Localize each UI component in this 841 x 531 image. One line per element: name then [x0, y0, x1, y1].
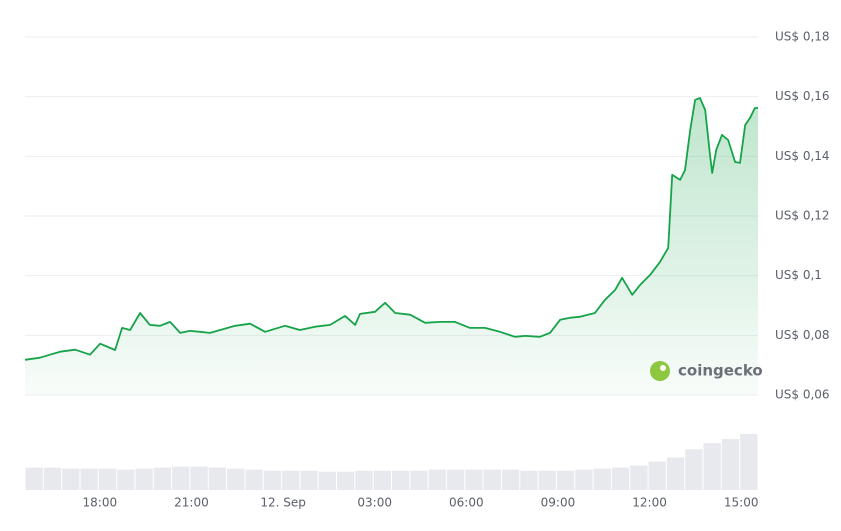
volume-bar: [556, 470, 575, 490]
volume-bar: [117, 469, 135, 490]
x-tick-label: 12. Sep: [260, 496, 306, 510]
price-line: [24, 97, 758, 361]
volume-bar: [410, 470, 428, 490]
volume-bar: [373, 470, 391, 490]
volume: [25, 434, 758, 490]
volume-bar: [263, 470, 282, 490]
volume-bar: [611, 467, 630, 490]
x-tick-label: 18:00: [83, 496, 118, 510]
volume-bar: [465, 469, 483, 490]
volume-bar: [666, 457, 685, 490]
logo-eye: [660, 365, 666, 371]
volume-bar: [446, 469, 465, 490]
volume-bar: [355, 470, 373, 490]
volume-bar: [98, 468, 117, 490]
volume-bar: [190, 466, 208, 490]
volume-bar: [575, 469, 593, 490]
y-tick-label: US$ 0,18: [775, 30, 830, 44]
volume-bar: [227, 468, 245, 490]
volume-bar: [25, 467, 43, 490]
volume-bar: [80, 468, 98, 490]
volume-bar: [392, 470, 410, 490]
volume-bar: [685, 449, 703, 490]
x-tick-label: 12:00: [632, 496, 667, 510]
logo: coingecko: [650, 361, 763, 381]
y-tick-label: US$ 0,08: [775, 328, 830, 342]
y-tick-label: US$ 0,12: [775, 209, 830, 223]
volume-bar: [172, 466, 190, 490]
volume-bar: [703, 443, 721, 490]
volume-bar: [318, 471, 337, 490]
y-tick-label: US$ 0,16: [775, 89, 830, 103]
volume-bar: [43, 467, 62, 490]
volume-bar: [520, 470, 538, 490]
watermark: coingecko: [678, 362, 763, 380]
volume-bar: [538, 470, 556, 490]
y-tick-label: US$ 0,14: [775, 149, 830, 163]
x-tick-label: 06:00: [449, 496, 484, 510]
volume-bar: [483, 469, 501, 490]
y-tick-label: US$ 0,06: [775, 388, 830, 402]
volume-bar: [648, 461, 666, 490]
plot: [24, 97, 758, 396]
volume-bar: [593, 468, 611, 490]
x-tick-label: 03:00: [357, 496, 392, 510]
volume-bar: [630, 465, 648, 490]
area: [25, 97, 758, 396]
axes: US$ 0,06 US$ 0,08 US$ 0,1 US$ 0,12 US$ 0,14 U…: [83, 30, 830, 510]
y-tick-label: US$ 0,1: [775, 268, 822, 282]
x-tick-label: 21:00: [174, 496, 209, 510]
x-tick-label: 15:00: [724, 496, 759, 510]
volume-bar: [153, 467, 172, 490]
logo-icon: [650, 361, 670, 381]
volume-bar: [428, 469, 446, 490]
volume-bar: [740, 434, 758, 490]
volume-bar: [721, 439, 740, 490]
volume-bar: [300, 470, 318, 490]
volume-bar: [208, 467, 227, 490]
x-tick-label: 09:00: [541, 496, 576, 510]
volume-bar: [245, 469, 263, 490]
volume-bar: [501, 469, 520, 490]
volume-bar: [62, 468, 80, 490]
volume-bar: [337, 471, 355, 490]
volume-bar: [135, 468, 153, 490]
volume-bar: [282, 470, 300, 490]
